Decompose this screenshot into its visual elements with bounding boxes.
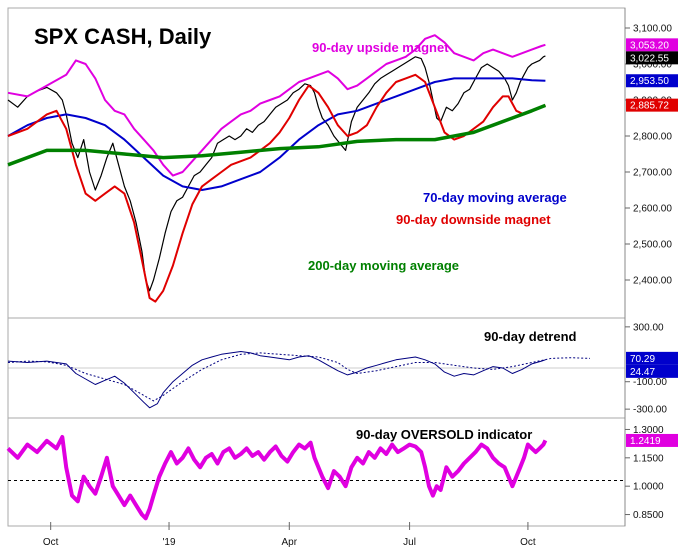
value-badge-label: 2,953.50 xyxy=(630,76,669,87)
y-tick-label: 1.3000 xyxy=(633,425,664,436)
series-90-day-upside-magnet xyxy=(7,34,546,177)
y-tick-label: 1.0000 xyxy=(633,482,664,493)
value-badge-label: 3,053.20 xyxy=(630,40,669,51)
series-spx-price xyxy=(7,55,546,292)
series-90-day-oversold-indicator xyxy=(6,435,548,521)
value-badge xyxy=(626,433,678,447)
x-tick-label: '19 xyxy=(162,537,175,548)
y-tick-label: 2,400.00 xyxy=(633,276,672,287)
value-badge xyxy=(626,98,678,112)
value-badge xyxy=(626,351,678,365)
value-badge xyxy=(626,74,678,88)
annot-200-day-ma: 200-day moving average xyxy=(308,258,459,273)
y-tick-label: 2,800.00 xyxy=(633,132,672,143)
x-tick-label: Apr xyxy=(282,537,298,548)
y-tick-label: 300.00 xyxy=(633,322,664,333)
chart-title: SPX CASH, Daily xyxy=(34,24,212,49)
series-detrend-dotted xyxy=(7,352,591,402)
y-tick-label: 2,500.00 xyxy=(633,240,672,251)
x-tick-label: Oct xyxy=(43,537,59,548)
value-badge-label: 1.2419 xyxy=(630,436,661,447)
series-70-day-moving-average xyxy=(7,77,546,191)
x-axis: Oct '19 Apr Jul Oct xyxy=(43,522,536,548)
series-90-day-downside-magnet xyxy=(7,73,546,303)
value-badge-label: 2,885.72 xyxy=(630,101,669,112)
detrend-title: 90-day detrend xyxy=(484,329,577,344)
series-200-day-moving-average xyxy=(7,103,547,167)
annot-upside-magnet: 90-day upside magnet xyxy=(312,40,449,55)
value-badge xyxy=(626,38,678,52)
oversold-title: 90-day OVERSOLD indicator xyxy=(356,427,532,442)
value-badge-label: 3,022.55 xyxy=(630,53,669,64)
y-tick-label: -300.00 xyxy=(633,405,667,416)
y-tick-label: 3,000.00 xyxy=(633,60,672,71)
oversold-panel: 1.3000 1.1500 1.0000 0.8500 1.2419 xyxy=(6,425,678,521)
y-tick-label: 2,600.00 xyxy=(633,204,672,215)
y-tick-label: 3,100.00 xyxy=(633,24,672,35)
value-badge xyxy=(626,364,678,378)
detrend-panel: 300.00 -100.00 -300.00 70.29 24.47 xyxy=(7,322,678,416)
y-tick-label: 0.8500 xyxy=(633,510,664,521)
y-tick-label: 1.1500 xyxy=(633,453,664,464)
value-badge-label: 70.29 xyxy=(630,354,655,365)
value-badge xyxy=(626,51,678,65)
y-tick-label: -100.00 xyxy=(633,377,667,388)
x-tick-label: Jul xyxy=(403,537,416,548)
series-detrend-solid xyxy=(7,351,546,409)
price-panel: 2,400.00 2,500.00 2,600.00 2,700.00 2,800.00… xyxy=(7,24,678,303)
x-tick-label: Oct xyxy=(520,537,536,548)
y-tick-label: 2,700.00 xyxy=(633,168,672,179)
annot-downside-magnet: 90-day downside magnet xyxy=(396,212,551,227)
plot-frame xyxy=(7,7,626,527)
value-badge-label: 24.47 xyxy=(630,367,655,378)
annot-70-day-ma: 70-day moving average xyxy=(423,190,567,205)
